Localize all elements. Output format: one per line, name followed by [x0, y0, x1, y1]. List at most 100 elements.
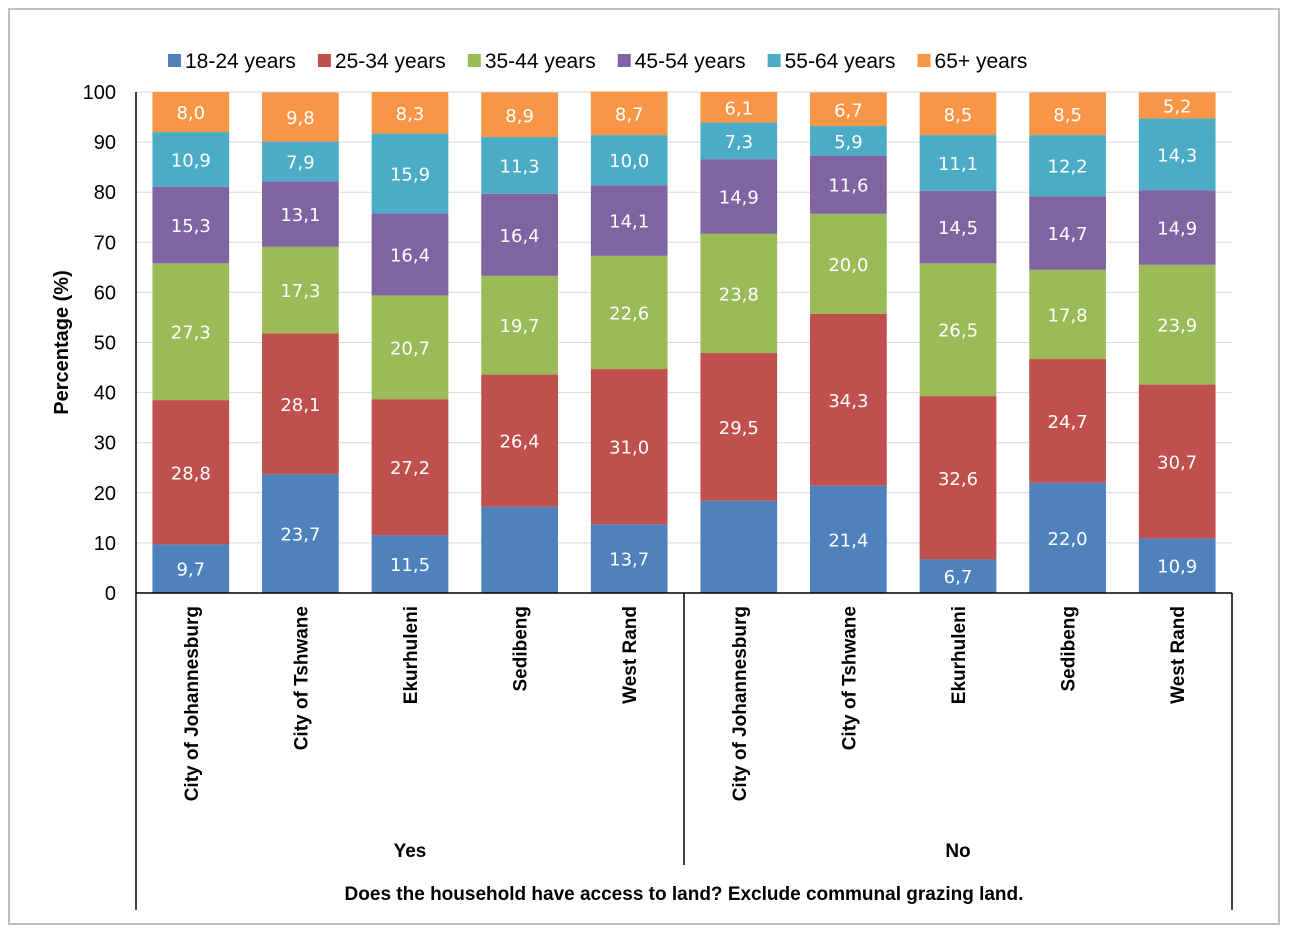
legend-swatch	[168, 54, 181, 67]
y-tick-label: 80	[94, 182, 116, 204]
legend-swatch	[467, 54, 481, 67]
data-label: 11,5	[390, 555, 430, 576]
y-tick-label: 90	[94, 132, 116, 154]
bar-segment	[1029, 482, 1106, 593]
legend-swatch	[317, 54, 331, 67]
data-label: 26,5	[938, 321, 978, 342]
bar-segment	[919, 263, 997, 397]
data-label: 29,5	[719, 418, 759, 439]
data-label: 13,7	[609, 550, 649, 571]
bar-segment	[810, 155, 887, 214]
bar-segment	[810, 213, 887, 314]
x-tick-label: Ekurhuleni	[949, 606, 970, 704]
bar-segment	[700, 353, 778, 501]
bar-segment	[371, 92, 449, 134]
bar-segment	[262, 92, 339, 142]
bar-segment	[700, 159, 778, 234]
bar-segment	[262, 141, 339, 182]
data-label: 5,9	[834, 132, 863, 153]
data-label: 8,7	[615, 104, 644, 125]
data-label: 6,1	[724, 98, 753, 119]
y-tick-label: 10	[94, 533, 116, 555]
bar-segment	[1138, 384, 1216, 539]
legend-label: 35-44 years	[485, 50, 596, 73]
data-label: 27,3	[171, 323, 211, 344]
bar-segment	[810, 485, 887, 593]
data-label: 28,8	[171, 463, 211, 484]
data-label: 14,9	[1157, 219, 1197, 240]
bar-segment	[1138, 118, 1216, 191]
bar-segment	[262, 246, 339, 334]
bar-segment	[262, 181, 339, 247]
bar-segment	[152, 544, 230, 593]
data-label: 9,8	[286, 108, 315, 129]
data-label: 12,2	[1048, 157, 1088, 178]
y-tick-label: 100	[83, 82, 116, 104]
data-label: 26,4	[500, 432, 540, 453]
data-label: 8,5	[1053, 105, 1082, 126]
legend-label: 18-24 years	[185, 50, 296, 73]
data-label: 5,2	[1163, 97, 1192, 118]
bar-segment	[1138, 538, 1216, 593]
data-label: 14,3	[1157, 145, 1197, 166]
chart-frame: 18-24 years 25-34 years 35-44 years 45-54 y…	[8, 8, 1280, 925]
bar-segment	[810, 313, 887, 486]
bar-segment	[1029, 135, 1106, 197]
bars: 9,7 28,8 27,3 15,3 10,9 8,0 23,7 28,1 17,3 13,1 7,…	[152, 91, 1216, 593]
data-label: 15,3	[171, 216, 211, 237]
data-label: 8,9	[505, 106, 534, 127]
bar-segment	[262, 474, 339, 593]
bar-segment	[371, 535, 449, 593]
bar-segment	[700, 233, 778, 354]
bar-segment	[371, 399, 449, 536]
data-label: 28,1	[280, 395, 320, 416]
bar-segment	[1029, 196, 1106, 270]
data-label: 8,5	[944, 105, 973, 126]
bar-segment	[590, 91, 668, 136]
x-tick-label: City of Tshwane	[291, 606, 312, 750]
bar-segment	[1029, 269, 1106, 360]
bar-segment	[152, 263, 230, 401]
data-label: 32,6	[938, 469, 978, 490]
data-label: 24,7	[1048, 412, 1088, 433]
bar-segment	[481, 275, 558, 375]
data-label: 23,8	[719, 284, 759, 305]
y-tick-label: 0	[105, 583, 116, 605]
data-label: 27,2	[390, 458, 430, 479]
bar-segment	[1138, 264, 1216, 385]
bar-segment	[919, 559, 997, 593]
y-tick-label: 50	[94, 333, 116, 355]
bar-segment	[590, 524, 668, 593]
legend-label: 25-34 years	[335, 50, 446, 73]
data-label: 21,4	[828, 530, 868, 551]
bar-segment	[919, 92, 997, 136]
data-label: 14,7	[1048, 224, 1088, 245]
data-label: 10,9	[1157, 557, 1197, 578]
x-tick-label: West Rand	[620, 606, 641, 704]
data-label: 16,4	[500, 226, 540, 247]
bar-segment	[481, 92, 558, 138]
bar-segment	[919, 190, 997, 264]
bar-segment	[152, 186, 230, 264]
data-label: 30,7	[1157, 452, 1197, 473]
bar-segment	[700, 92, 778, 123]
data-label: 8,3	[396, 104, 425, 125]
bar-segment	[371, 295, 449, 400]
data-label: 11,1	[938, 154, 978, 175]
data-label: 15,9	[390, 164, 430, 185]
data-label: 34,3	[828, 391, 868, 412]
legend-label: 45-54 years	[635, 50, 746, 73]
bar-segment	[700, 122, 778, 160]
data-label: 23,9	[1157, 316, 1197, 337]
data-label: 6,7	[834, 100, 863, 121]
bar-segment	[1138, 92, 1216, 119]
bar-segment	[152, 132, 230, 187]
data-label: 17,8	[1048, 305, 1088, 326]
bar-segment	[590, 369, 668, 525]
data-label: 14,5	[938, 218, 978, 239]
data-label: 22,0	[1048, 529, 1088, 550]
bar-segment	[590, 255, 668, 370]
data-label: 11,3	[500, 156, 540, 177]
bar-segment	[1029, 92, 1106, 136]
bar-segment	[810, 92, 887, 127]
